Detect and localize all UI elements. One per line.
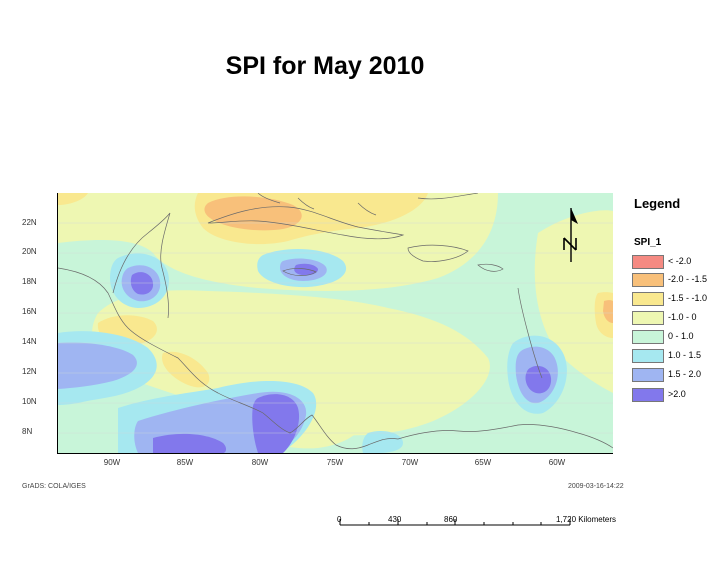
- lesser-antilles-arc: [517, 287, 543, 379]
- atlantic-islands: [417, 193, 479, 200]
- legend-label: < -2.0: [668, 256, 692, 266]
- lat-label: 10N: [22, 397, 37, 406]
- legend-field-name: SPI_1: [634, 237, 662, 248]
- lat-label: 8N: [22, 427, 33, 436]
- legend-swatch: [632, 330, 664, 344]
- lon-label: 65W: [474, 458, 492, 467]
- source-credit: GrADS: COLA/IGES: [22, 483, 86, 490]
- lon-label: 75W: [326, 458, 344, 467]
- lon-label: 85W: [176, 458, 194, 467]
- legend-label: 0 - 1.0: [668, 331, 694, 341]
- lon-label: 90W: [103, 458, 121, 467]
- legend-label: -2.0 - -1.5: [668, 274, 708, 284]
- lon-label: 70W: [401, 458, 419, 467]
- spi-field-svg: [58, 193, 613, 453]
- spi-map: [57, 193, 613, 454]
- scale-tick-label: 430: [388, 515, 402, 524]
- graticule: [58, 222, 613, 434]
- legend-swatch: [632, 311, 664, 325]
- legend-label: 1.0 - 1.5: [668, 350, 702, 360]
- lon-label: 60W: [548, 458, 566, 467]
- scale-tick-label: 860: [444, 515, 458, 524]
- yucatan-coast: [112, 212, 171, 319]
- central-america-coast: [58, 267, 399, 450]
- field-extreme-jamaica: [294, 263, 318, 276]
- map-title: SPI for May 2010: [225, 52, 425, 80]
- hispaniola-coast: [407, 244, 469, 262]
- legend-swatch: [632, 292, 664, 306]
- lat-label: 18N: [22, 277, 37, 286]
- lat-label: 20N: [22, 247, 37, 256]
- jamaica-coast: [282, 268, 317, 276]
- legend-label: >2.0: [668, 389, 686, 399]
- legend-label: -1.0 - 0: [668, 312, 697, 322]
- legend-swatch: [632, 368, 664, 382]
- scale-tick-label: 1,720 Kilometers: [556, 515, 617, 524]
- legend-swatch: [632, 273, 664, 287]
- legend-swatch: [632, 255, 664, 269]
- scale-bar: [335, 512, 575, 533]
- field-extreme-yucatan: [130, 272, 154, 295]
- lat-label: 14N: [22, 337, 37, 346]
- scale-tick-label: 0: [337, 515, 342, 524]
- coastlines: [58, 193, 613, 450]
- bahamas-coast: [257, 193, 377, 216]
- field-severe-east: [603, 300, 613, 323]
- timestamp: 2009-03-16-14:22: [568, 483, 624, 490]
- lat-label: 22N: [22, 218, 37, 227]
- legend-title: Legend: [634, 196, 681, 211]
- field-extreme-south: [153, 433, 227, 453]
- legend-label: 1.5 - 2.0: [668, 369, 702, 379]
- field-verywet-west: [58, 342, 137, 389]
- lat-label: 16N: [22, 307, 37, 316]
- legend-label: -1.5 - -1.0: [668, 293, 708, 303]
- lat-label: 12N: [22, 367, 37, 376]
- field-moddry-nw: [58, 193, 88, 205]
- north-arrow-icon: [560, 206, 582, 271]
- legend-swatch: [632, 349, 664, 363]
- puerto-rico-coast: [477, 263, 504, 272]
- legend-swatch: [632, 388, 664, 402]
- south-america-coast: [397, 424, 613, 449]
- field-extreme-antilles: [525, 365, 552, 394]
- cuba-coast: [207, 206, 405, 240]
- field-wet-colombia: [362, 431, 403, 453]
- lon-label: 80W: [251, 458, 269, 467]
